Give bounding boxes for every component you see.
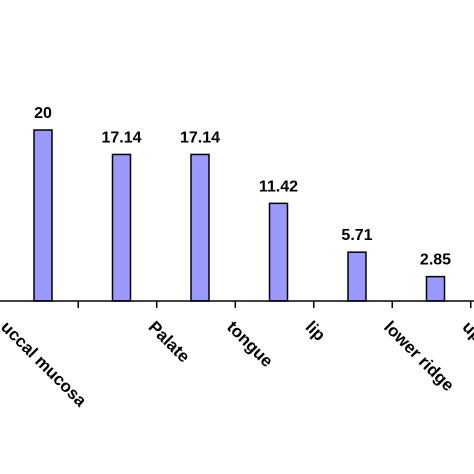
bar-0 <box>33 129 53 302</box>
value-label-2: 17.14 <box>180 129 220 146</box>
category-label-4: lower ridge <box>380 317 458 395</box>
category-labels-group: uccal mucosa Palate tongue lip lower ridge up… <box>0 317 474 410</box>
value-label-1: 17.14 <box>101 129 141 146</box>
category-label-0: uccal mucosa <box>0 317 91 410</box>
x-axis-ticks <box>77 301 472 308</box>
value-label-4: 5.71 <box>341 227 372 244</box>
value-label-3: 11.42 <box>259 178 298 195</box>
value-label-5: 2.85 <box>420 252 451 269</box>
bar-3 <box>268 202 289 302</box>
value-label-0: 20 <box>34 105 52 122</box>
value-labels-group: 20 17.14 17.14 11.42 5.71 2.85 <box>34 105 451 269</box>
category-label-5: upper ridge <box>459 317 474 397</box>
bar-5 <box>425 275 446 302</box>
category-label-1: Palate <box>145 317 194 366</box>
category-label-3: lip <box>302 317 329 344</box>
bars-group <box>33 129 446 302</box>
category-label-2: tongue <box>223 317 276 370</box>
bar-4 <box>347 251 367 302</box>
bar-2 <box>190 153 210 302</box>
bar-1 <box>111 153 132 302</box>
